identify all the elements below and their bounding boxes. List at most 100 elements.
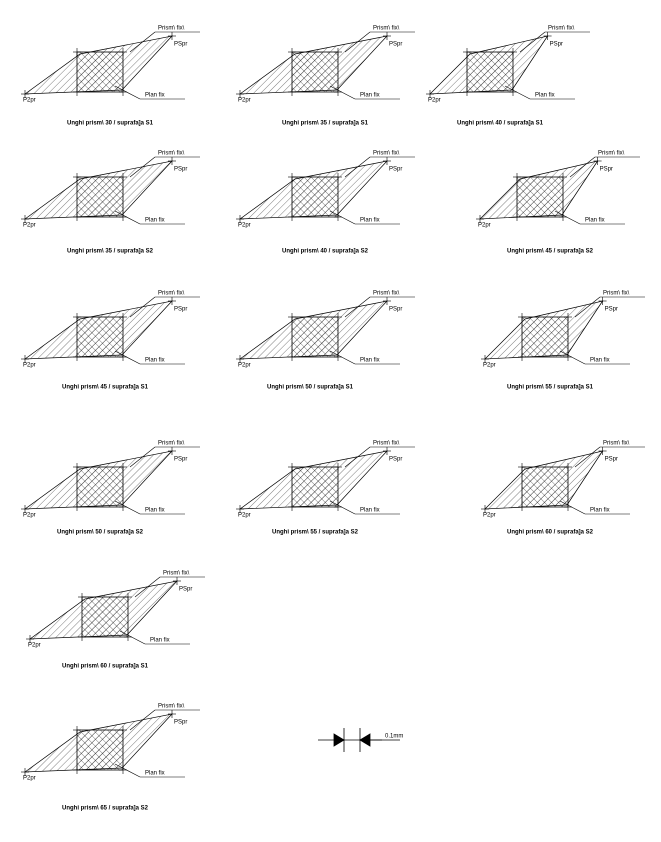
label-p2: P2pr xyxy=(23,513,36,519)
leader-line xyxy=(519,31,546,53)
label-plan: Plan fix xyxy=(145,508,165,514)
caption: Unghi prism\ 45 / suprafa]a S2 xyxy=(507,249,594,255)
prism-diagram: Prism\ fix\ PSpr P2pr Plan fix Unghi prism\ … xyxy=(476,151,640,255)
leader-line xyxy=(344,156,371,178)
prism-diagram: Prism\ fix\ PSpr P2pr Plan fix Unghi prism\ … xyxy=(236,441,415,536)
label-prism: Prism\ fix\ xyxy=(158,441,185,447)
leader-line xyxy=(129,31,156,53)
label-p1: PSpr xyxy=(389,167,402,173)
fixed-prism xyxy=(76,729,124,771)
prism-diagram: Prism\ fix\ PSpr P2pr Plan fix Unghi prism\ … xyxy=(21,291,200,391)
leader-line xyxy=(114,350,141,365)
label-p1: PSpr xyxy=(389,457,402,463)
label-prism: Prism\ fix\ xyxy=(598,151,625,157)
leader-line xyxy=(344,296,371,318)
prism-diagram: Prism\ fix\ PSpr P2pr Plan fix Unghi prism\ … xyxy=(21,151,200,255)
label-p1: PSpr xyxy=(179,587,192,593)
label-prism: Prism\ fix\ xyxy=(158,151,185,157)
label-p2: P2pr xyxy=(23,363,36,369)
label-p2: P2pr xyxy=(483,513,496,519)
label-plan: Plan fix xyxy=(590,358,610,364)
label-p1: PSpr xyxy=(389,307,402,313)
fixed-prism xyxy=(521,466,569,508)
fixed-prism xyxy=(81,596,129,638)
leader-line xyxy=(574,296,601,318)
prism-diagram: Prism\ fix\ PSpr P2pr Plan fix Unghi prism\ … xyxy=(21,441,200,536)
label-prism: Prism\ fix\ xyxy=(158,26,185,32)
label-p2: P2pr xyxy=(478,223,491,229)
label-p2: P2pr xyxy=(428,98,441,104)
caption: Unghi prism\ 40 / suprafa]a S1 xyxy=(457,121,544,127)
label-p2: P2pr xyxy=(238,363,251,369)
fixed-prism xyxy=(516,176,564,218)
scale-symbol xyxy=(318,728,400,752)
label-prism: Prism\ fix\ xyxy=(373,26,400,32)
leader-line xyxy=(329,210,356,225)
label-prism: Prism\ fix\ xyxy=(548,26,575,32)
prism-diagram: Prism\ fix\ PSpr P2pr Plan fix Unghi prism\ … xyxy=(236,26,415,127)
prism-diagram: Prism\ fix\ PSpr P2pr Plan fix Unghi prism\ … xyxy=(21,26,200,127)
label-p1: PSpr xyxy=(174,307,187,313)
prism-diagram: Prism\ fix\ PSpr P2pr Plan fix Unghi prism\ … xyxy=(21,704,200,812)
leader-line xyxy=(344,446,371,468)
fixed-prism xyxy=(76,466,124,508)
prism-diagram: Prism\ fix\ PSpr P2pr Plan fix Unghi prism\ … xyxy=(236,291,415,391)
caption: Unghi prism\ 55 / suprafa]a S2 xyxy=(272,530,359,536)
caption: Unghi prism\ 65 / suprafa]a S2 xyxy=(62,806,149,812)
prism-diagram: Prism\ fix\ PSpr P2pr Plan fix Unghi prism\ … xyxy=(26,571,205,670)
label-prism: Prism\ fix\ xyxy=(603,291,630,297)
leader-line xyxy=(114,210,141,225)
label-plan: Plan fix xyxy=(360,358,380,364)
label-p1: PSpr xyxy=(174,167,187,173)
label-p2: P2pr xyxy=(23,223,36,229)
caption: Unghi prism\ 40 / suprafa]a S2 xyxy=(282,249,369,255)
label-prism: Prism\ fix\ xyxy=(603,441,630,447)
label-plan: Plan fix xyxy=(145,218,165,224)
label-p2: P2pr xyxy=(238,98,251,104)
leader-line xyxy=(559,350,586,365)
label-plan: Plan fix xyxy=(360,218,380,224)
label-p1: PSpr xyxy=(174,457,187,463)
label-p2: P2pr xyxy=(23,776,36,782)
leader-line xyxy=(134,576,161,598)
label-p1: PSpr xyxy=(389,42,402,48)
caption: Unghi prism\ 55 / suprafa]a S1 xyxy=(507,385,594,391)
fixed-prism xyxy=(291,176,339,218)
leader-line xyxy=(344,31,371,53)
label-plan: Plan fix xyxy=(590,508,610,514)
label-p1: PSpr xyxy=(174,720,187,726)
fixed-prism xyxy=(521,316,569,358)
fixed-prism xyxy=(291,51,339,93)
label-p1: PSpr xyxy=(605,457,618,463)
caption: Unghi prism\ 50 / suprafa]a S1 xyxy=(267,385,354,391)
fixed-prism xyxy=(76,316,124,358)
label-p1: PSpr xyxy=(174,42,187,48)
label-plan: Plan fix xyxy=(145,771,165,777)
label-plan: Plan fix xyxy=(585,218,605,224)
label-prism: Prism\ fix\ xyxy=(373,441,400,447)
scale-label: 0.1mm xyxy=(385,734,403,740)
caption: Unghi prism\ 45 / suprafa]a S1 xyxy=(62,385,149,391)
label-p2: P2pr xyxy=(238,223,251,229)
leader-line xyxy=(504,85,531,100)
prism-diagram: Prism\ fix\ PSpr P2pr Plan fix Unghi prism\ … xyxy=(426,26,590,127)
leader-line xyxy=(114,763,141,778)
leader-line xyxy=(554,210,581,225)
label-prism: Prism\ fix\ xyxy=(158,704,185,710)
leader-line xyxy=(329,350,356,365)
label-p2: P2pr xyxy=(483,363,496,369)
prism-diagram: Prism\ fix\ PSpr P2pr Plan fix Unghi prism\ … xyxy=(236,151,415,255)
label-p1: PSpr xyxy=(600,167,613,173)
fixed-prism xyxy=(466,51,514,93)
leader-line xyxy=(329,85,356,100)
label-plan: Plan fix xyxy=(150,638,170,644)
fixed-prism xyxy=(291,316,339,358)
caption: Unghi prism\ 30 / suprafa]a S1 xyxy=(67,121,154,127)
fixed-prism xyxy=(76,176,124,218)
label-prism: Prism\ fix\ xyxy=(373,151,400,157)
leader-line xyxy=(129,709,156,731)
leader-line xyxy=(569,156,596,178)
leader-line xyxy=(129,156,156,178)
leader-line xyxy=(574,446,601,468)
prism-diagram: Prism\ fix\ PSpr P2pr Plan fix Unghi prism\ … xyxy=(481,291,645,391)
